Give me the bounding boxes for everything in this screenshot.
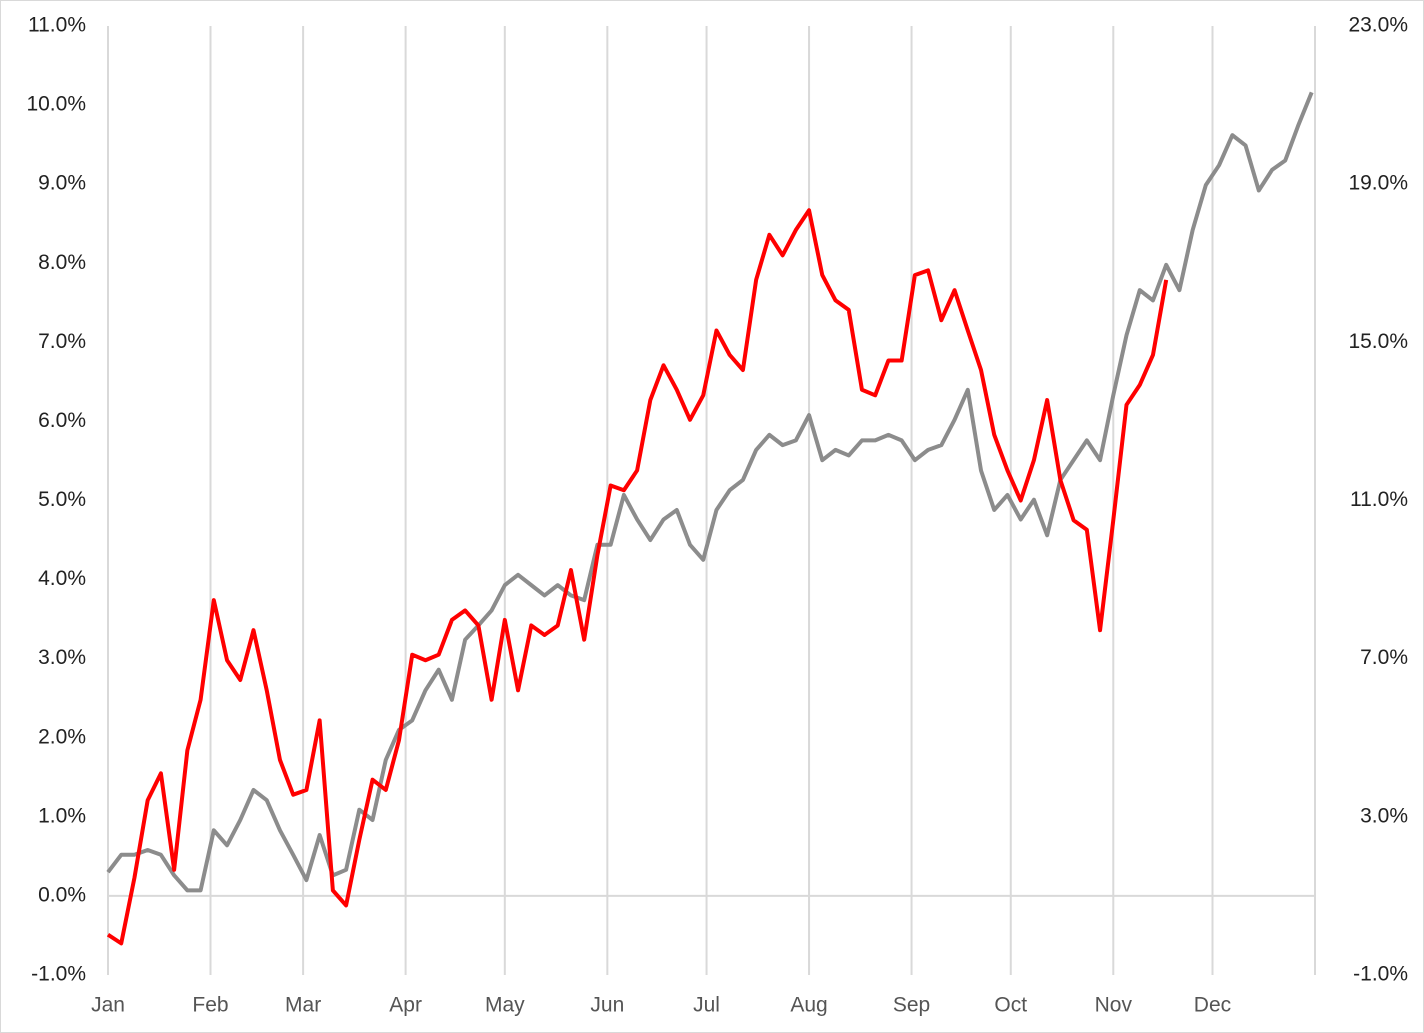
- y-tick-label: 2.0%: [38, 725, 86, 748]
- series-line: [106, 208, 1169, 946]
- y-tick-label: 10.0%: [26, 93, 86, 116]
- y2-tick-label: 3.0%: [1360, 804, 1408, 827]
- y2-tick-label: 15.0%: [1348, 330, 1408, 353]
- x-tick-label: Feb: [192, 994, 228, 1017]
- y-tick-label: 7.0%: [38, 330, 86, 353]
- x-tick-label: Nov: [1095, 994, 1133, 1017]
- y-tick-label: 3.0%: [38, 646, 86, 669]
- y-tick-label: 5.0%: [38, 488, 86, 511]
- y2-tick-label: 23.0%: [1348, 14, 1408, 37]
- y-tick-label: -1.0%: [31, 963, 86, 986]
- y-tick-label: 11.0%: [28, 14, 86, 37]
- x-tick-label: Jul: [693, 994, 720, 1017]
- x-tick-label: Oct: [994, 994, 1027, 1017]
- y-tick-label: 4.0%: [38, 567, 86, 590]
- series-line: [106, 91, 1314, 893]
- x-tick-label: Apr: [389, 994, 422, 1017]
- y2-tick-label: 11.0%: [1350, 488, 1408, 511]
- x-tick-label: Dec: [1194, 994, 1231, 1017]
- x-tick-label: Mar: [285, 994, 321, 1017]
- x-tick-label: Jan: [91, 994, 125, 1017]
- y-tick-label: 1.0%: [38, 804, 86, 827]
- y-tick-label: 8.0%: [38, 251, 86, 274]
- y-tick-label: 9.0%: [38, 172, 86, 195]
- y-tick-label: 6.0%: [38, 409, 86, 432]
- y-tick-label: 0.0%: [38, 883, 86, 906]
- y2-tick-label: -1.0%: [1353, 963, 1408, 986]
- x-tick-label: Aug: [790, 994, 827, 1017]
- y2-tick-label: 7.0%: [1360, 646, 1408, 669]
- x-tick-label: May: [485, 994, 525, 1017]
- x-tick-label: Jun: [590, 994, 624, 1017]
- x-tick-label: Sep: [893, 994, 930, 1017]
- y2-tick-label: 19.0%: [1348, 172, 1408, 195]
